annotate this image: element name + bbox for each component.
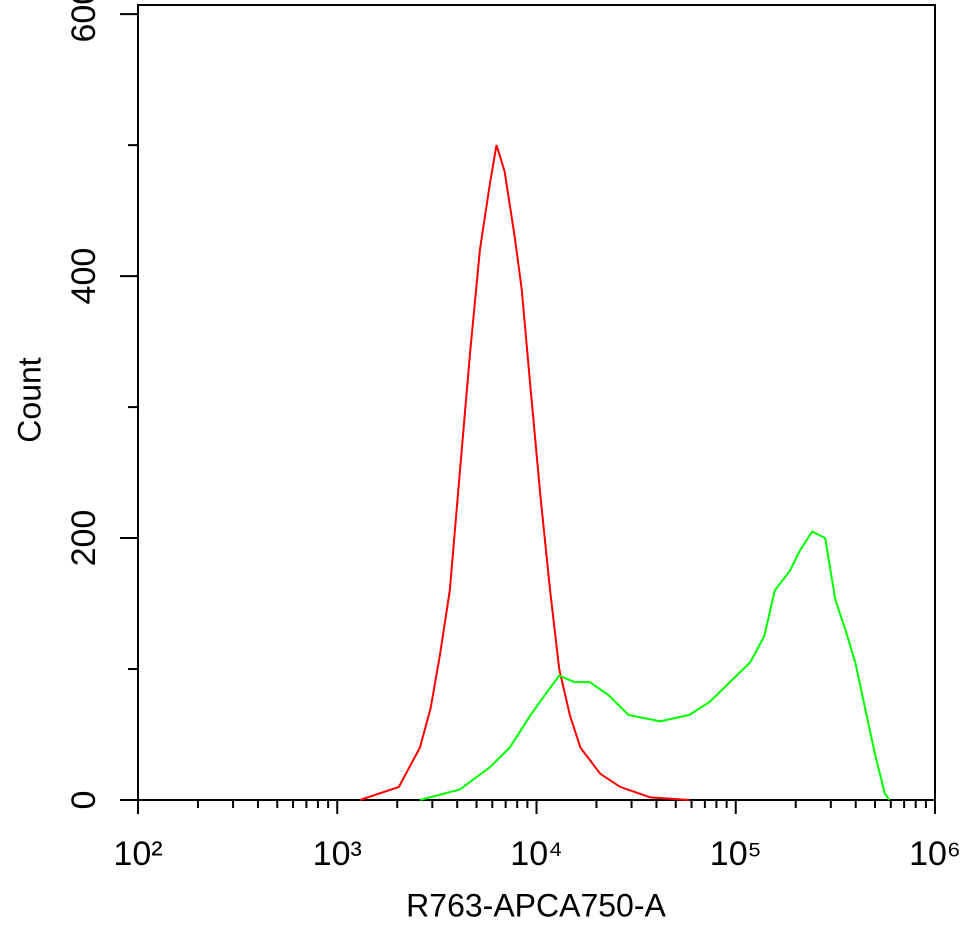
y-axis-label: Count [11,357,47,443]
x-tick-label: 10⁴ [510,835,562,873]
histogram-line [359,144,690,801]
y-tick-label: 400 [65,248,103,305]
histogram-line [419,530,891,801]
x-tick-label: 10⁵ [710,835,762,873]
plot-frame [137,4,936,801]
y-tick-label: 0 [65,791,103,810]
x-tick-label: 10³ [313,835,362,873]
y-tick-label: 600 [65,0,103,43]
x-axis-label: R763-APCA750-A [406,887,666,923]
y-tick-label: 200 [65,510,103,567]
x-tick-label: 10⁶ [909,835,961,873]
x-tick-label: 10² [113,835,162,873]
